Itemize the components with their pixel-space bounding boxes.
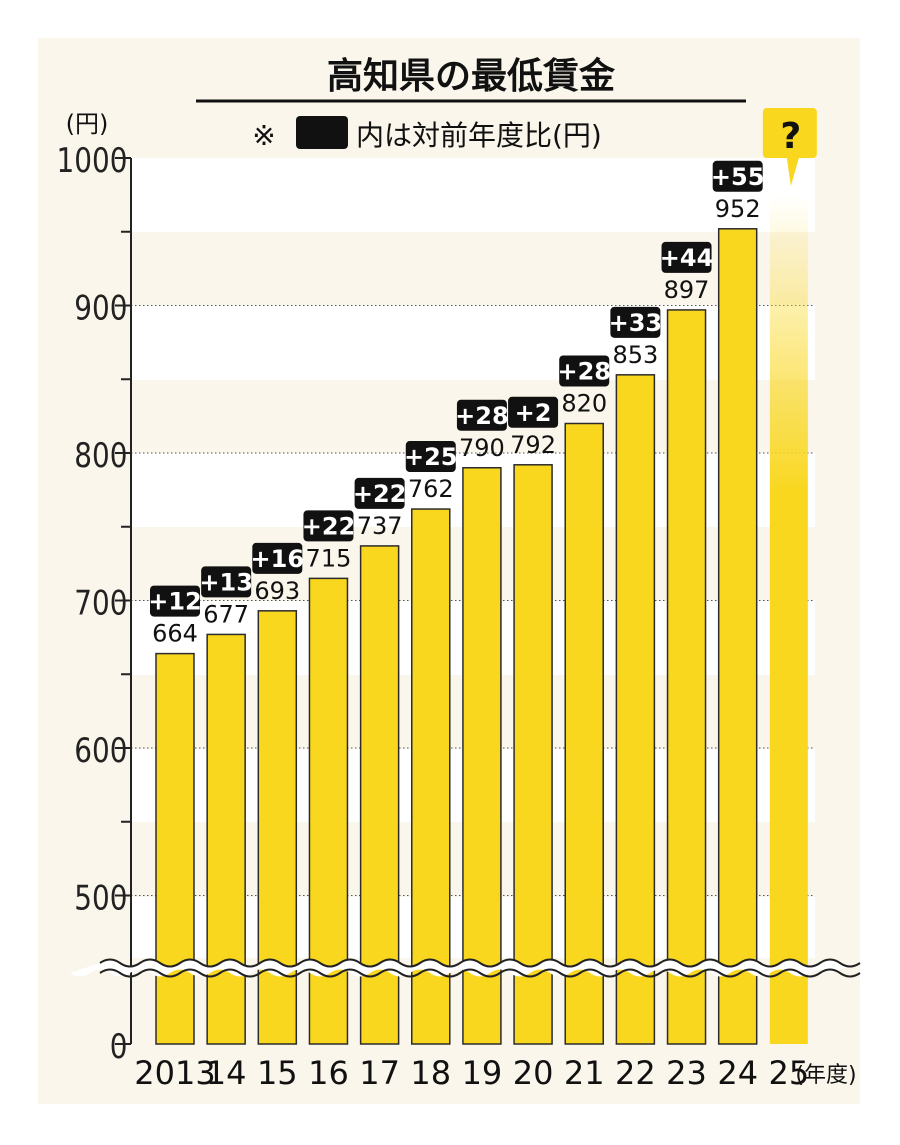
change-label-box xyxy=(354,477,405,509)
change-label: +16 xyxy=(251,545,305,573)
value-label: 677 xyxy=(203,600,249,628)
change-label-box xyxy=(201,566,252,598)
value-label: 790 xyxy=(459,434,505,462)
value-label: 737 xyxy=(357,512,403,540)
subtitle-black-box xyxy=(296,116,348,149)
change-label: +13 xyxy=(199,568,253,596)
grid-band xyxy=(132,158,815,232)
x-tick-label: 19 xyxy=(462,1054,503,1092)
value-label: 820 xyxy=(561,390,607,418)
x-tick-label: 16 xyxy=(308,1054,349,1092)
axis-break-line-bottom xyxy=(99,968,861,978)
y-tick-label: 1000 xyxy=(57,141,128,180)
change-label-box xyxy=(661,241,712,273)
change-label: +22 xyxy=(353,480,407,508)
x-tick-label: 21 xyxy=(564,1054,605,1092)
bar xyxy=(411,508,451,1045)
value-label: 715 xyxy=(306,544,352,572)
change-label-box xyxy=(610,306,661,338)
change-label-box xyxy=(150,585,200,617)
x-tick-label: 20 xyxy=(513,1054,554,1092)
change-label: +12 xyxy=(148,588,202,616)
change-label: +2 xyxy=(515,399,552,427)
change-label-box xyxy=(712,160,763,192)
bar xyxy=(257,610,298,1045)
grid-band xyxy=(132,305,815,380)
x-tick-label: 22 xyxy=(615,1054,656,1092)
x-tick-label: 15 xyxy=(257,1054,298,1092)
change-label: +33 xyxy=(609,309,663,337)
change-label: +22 xyxy=(302,512,356,540)
x-tick-label: 18 xyxy=(410,1054,451,1092)
bar xyxy=(615,374,656,1045)
y-tick-label: 700 xyxy=(74,584,127,623)
bar xyxy=(155,652,195,1045)
bar xyxy=(717,228,758,1045)
change-label-box xyxy=(303,510,354,542)
value-label: 792 xyxy=(510,431,556,459)
change-label-box xyxy=(508,396,559,428)
y-axis-label: (円) xyxy=(66,110,109,138)
chart-subtitle: 内は対前年度比(円) xyxy=(356,119,602,152)
y-tick-label: 800 xyxy=(74,436,127,475)
change-label: +28 xyxy=(455,402,509,430)
y-tick-label: 0 xyxy=(110,1027,128,1066)
change-label: +55 xyxy=(711,163,765,191)
value-label: 897 xyxy=(664,276,710,304)
value-label: 664 xyxy=(152,620,198,648)
change-label: +28 xyxy=(557,358,611,386)
axis-break-band xyxy=(70,959,860,977)
bar xyxy=(564,422,604,1045)
value-label: 762 xyxy=(408,475,454,503)
change-label: +25 xyxy=(404,443,458,471)
y-tick-label: 900 xyxy=(74,289,127,328)
bar-unknown xyxy=(769,195,808,1044)
x-tick-label: 14 xyxy=(206,1054,247,1092)
question-bubble xyxy=(762,108,817,186)
change-label-box xyxy=(559,355,610,387)
bar xyxy=(206,633,246,1045)
subtitle-note-mark: ※ xyxy=(252,119,275,152)
axis-break-line-top xyxy=(99,958,861,968)
x-axis-label: (年度) xyxy=(795,1063,856,1088)
value-label: 853 xyxy=(612,341,658,369)
x-tick-label: 25 xyxy=(768,1054,809,1092)
change-label-box xyxy=(456,399,507,431)
bar xyxy=(513,464,553,1045)
value-label: 693 xyxy=(254,577,300,605)
y-tick-label: 500 xyxy=(74,879,127,918)
question-label: ? xyxy=(780,116,801,157)
x-tick-label: 24 xyxy=(717,1054,758,1092)
chart-title: 高知県の最低賃金 xyxy=(327,55,616,97)
bar xyxy=(462,467,502,1045)
value-label: 952 xyxy=(715,195,761,223)
x-tick-label: 17 xyxy=(359,1054,400,1092)
change-label-box xyxy=(252,542,303,574)
x-tick-label: 2013 xyxy=(134,1054,215,1092)
y-tick-label: 600 xyxy=(74,731,127,770)
bar xyxy=(666,309,707,1045)
change-label-box xyxy=(405,441,456,473)
x-tick-label: 23 xyxy=(666,1054,707,1092)
change-label: +44 xyxy=(660,244,714,272)
